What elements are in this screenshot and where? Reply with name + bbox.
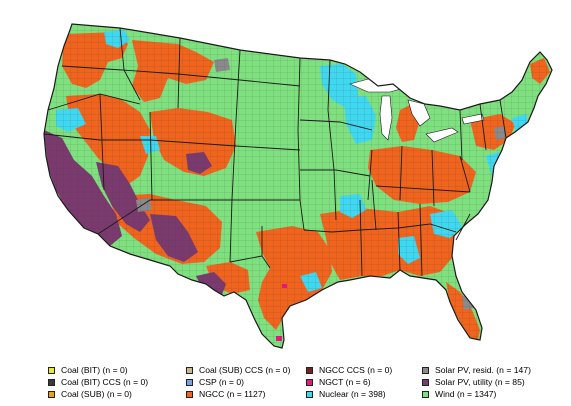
legend-label: NGCC (n = 1127) (199, 389, 266, 399)
legend-column: NGCC CCS (n = 0) NGCT (n = 6) Nuclear (n =… (306, 364, 392, 400)
legend-label: Nuclear (n = 398) (319, 389, 386, 399)
legend-swatch (422, 378, 429, 386)
legend-swatch (48, 378, 55, 386)
legend-label: Solar PV, resid. (n = 147) (435, 365, 531, 375)
legend-item: NGCC CCS (n = 0) (306, 364, 392, 376)
legend-label: Coal (SUB) (n = 0) (61, 389, 132, 399)
legend-item: Coal (SUB) (n = 0) (48, 388, 148, 400)
lake-ontario (461, 113, 485, 125)
legend-swatch (306, 378, 313, 386)
legend-label: Coal (BIT) CCS (n = 0) (61, 377, 149, 387)
legend-label: Solar PV, utility (n = 85) (435, 377, 525, 387)
legend-item: CSP (n = 0) (186, 376, 290, 388)
legend-swatch (48, 390, 55, 398)
legend-label: Wind (n = 1347) (435, 389, 497, 399)
legend-item: Nuclear (n = 398) (306, 388, 392, 400)
legend-swatch (422, 390, 429, 398)
legend-swatch (422, 366, 429, 374)
legend-swatch (186, 378, 193, 386)
legend-column: Coal (SUB) CCS (n = 0) CSP (n = 0) NGCC (n… (186, 364, 290, 400)
map-legend: Coal (BIT) (n = 0) Coal (BIT) CCS (n = 0)… (48, 364, 568, 404)
legend-item: Solar PV, resid. (n = 147) (422, 364, 531, 376)
legend-column: Solar PV, resid. (n = 147) Solar PV, util… (422, 364, 531, 400)
legend-swatch (306, 366, 313, 374)
legend-label: Coal (BIT) (n = 0) (61, 365, 128, 375)
legend-item: Wind (n = 1347) (422, 388, 531, 400)
legend-item: Coal (SUB) CCS (n = 0) (186, 364, 290, 376)
lake-michigan (379, 95, 393, 141)
legend-item: Coal (BIT) CCS (n = 0) (48, 376, 148, 388)
legend-column: Coal (BIT) (n = 0) Coal (BIT) CCS (n = 0)… (48, 364, 148, 400)
legend-label: NGCT (n = 6) (319, 377, 371, 387)
legend-item: Solar PV, utility (n = 85) (422, 376, 531, 388)
legend-swatch (186, 366, 193, 374)
state-borders (43, 27, 507, 291)
lake-erie (425, 127, 459, 143)
lake-huron (407, 99, 431, 127)
legend-item: NGCC (n = 1127) (186, 388, 290, 400)
legend-label: NGCC CCS (n = 0) (319, 365, 393, 375)
legend-label: CSP (n = 0) (199, 377, 244, 387)
legend-item: Coal (BIT) (n = 0) (48, 364, 148, 376)
legend-item: NGCT (n = 6) (306, 376, 392, 388)
legend-swatch (306, 390, 313, 398)
legend-swatch (186, 390, 193, 398)
legend-label: Coal (SUB) CCS (n = 0) (199, 365, 291, 375)
legend-swatch (48, 366, 55, 374)
